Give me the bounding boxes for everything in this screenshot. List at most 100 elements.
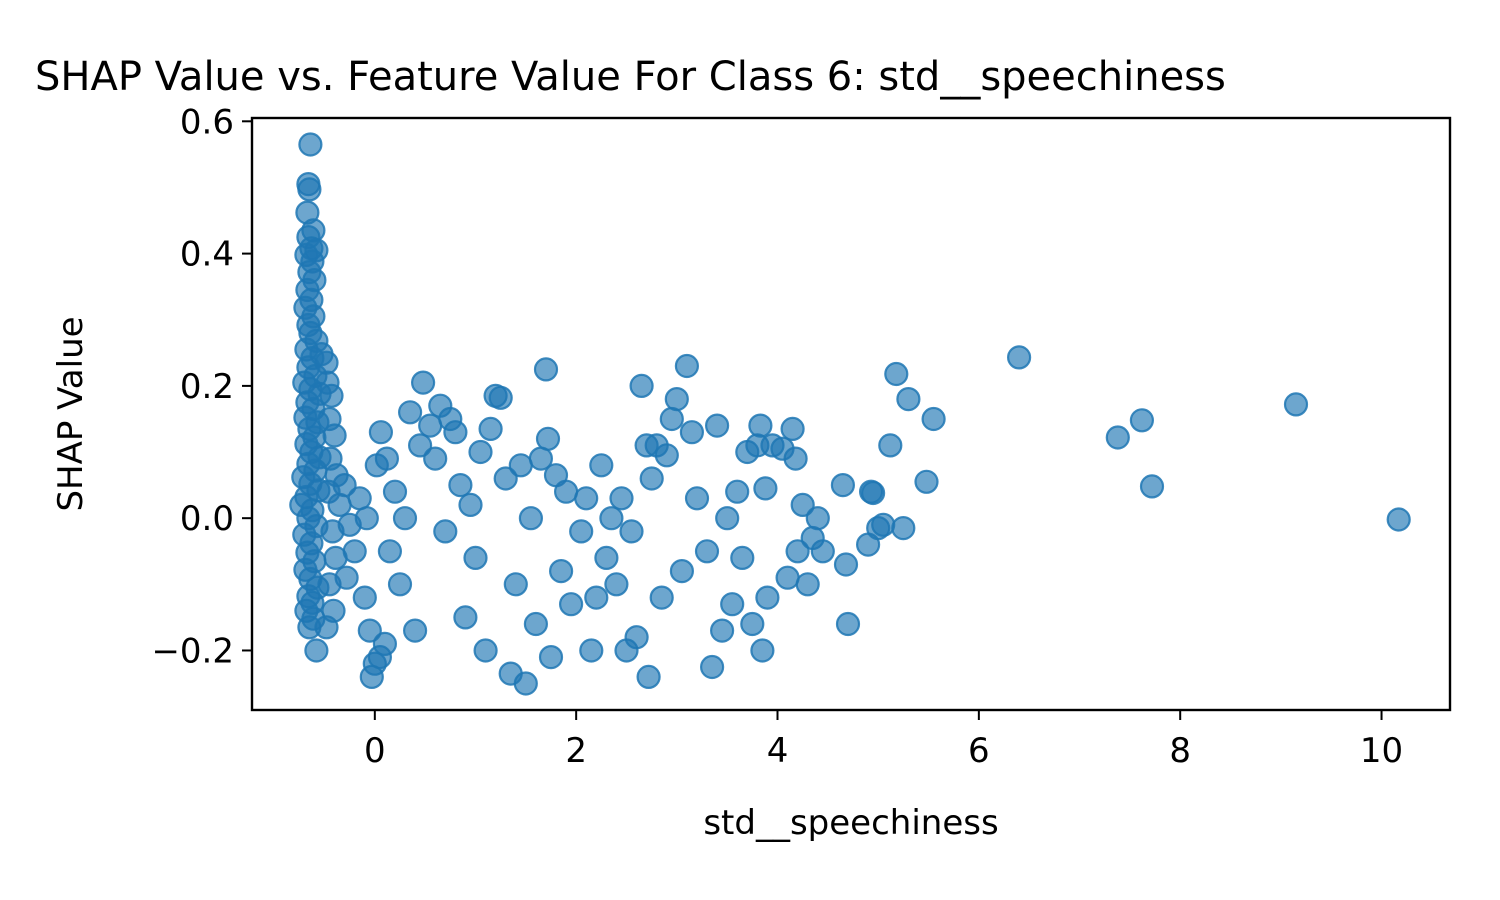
data-point <box>403 618 428 643</box>
data-point <box>725 479 750 504</box>
data-point <box>659 406 684 432</box>
data-point <box>433 519 458 544</box>
data-point <box>508 453 533 478</box>
data-point <box>298 132 323 157</box>
data-point <box>609 486 634 511</box>
data-point <box>833 552 859 577</box>
chart-title: SHAP Value vs. Feature Value For Class 6… <box>35 54 1226 100</box>
data-point <box>878 433 903 458</box>
data-point <box>463 545 488 571</box>
data-point <box>297 177 322 202</box>
data-point <box>538 644 564 670</box>
data-point <box>574 486 599 511</box>
data-point <box>423 446 448 471</box>
x-tick-label: 6 <box>968 731 990 771</box>
data-point <box>835 611 861 637</box>
data-point <box>334 565 359 590</box>
data-point <box>750 638 775 663</box>
data-point <box>488 385 513 410</box>
data-point <box>704 413 730 438</box>
data-point <box>679 420 705 445</box>
data-point <box>871 512 896 537</box>
data-point <box>352 585 377 610</box>
data-point <box>649 585 674 610</box>
data-point <box>720 592 745 617</box>
data-point <box>594 545 619 571</box>
data-point <box>518 506 544 531</box>
data-point <box>699 654 725 680</box>
data-point <box>830 473 856 498</box>
data-point <box>604 572 629 597</box>
y-tick-label: 0.4 <box>180 235 234 275</box>
data-point <box>599 506 624 531</box>
data-point <box>619 519 644 544</box>
data-point <box>453 605 478 630</box>
data-point <box>327 492 352 517</box>
data-point <box>730 545 755 571</box>
data-point <box>584 585 609 610</box>
data-point <box>354 506 379 531</box>
data-point <box>359 664 384 690</box>
data-point <box>795 572 820 597</box>
data-point <box>715 506 740 531</box>
data-point <box>513 671 538 696</box>
data-point <box>314 615 339 640</box>
data-point <box>914 469 939 494</box>
y-tick-label: 0.2 <box>180 367 234 407</box>
data-point <box>684 486 710 511</box>
data-point <box>458 492 483 517</box>
data-point <box>674 353 700 379</box>
data-point <box>372 631 397 657</box>
y-axis-label: SHAP Value <box>51 316 91 511</box>
x-tick-label: 4 <box>767 731 789 771</box>
data-point <box>783 446 808 471</box>
data-point <box>589 453 614 478</box>
data-point <box>636 664 661 690</box>
plot-frame <box>250 116 1452 712</box>
y-axis-ticks: −0.2 0.0 0.2 0.4 0.6 <box>151 102 252 671</box>
data-point <box>629 373 654 398</box>
data-point <box>332 473 357 498</box>
data-point <box>624 625 649 650</box>
data-point <box>753 476 778 501</box>
data-point <box>669 558 695 584</box>
data-point <box>322 423 347 448</box>
data-point <box>860 480 886 506</box>
data-point <box>891 515 916 541</box>
y-tick-label: −0.2 <box>151 631 234 671</box>
data-point <box>639 466 664 491</box>
data-point <box>347 486 372 511</box>
data-point <box>468 439 493 465</box>
data-point <box>387 572 413 597</box>
x-tick-label: 8 <box>1169 731 1191 771</box>
x-axis-ticks: 0 2 4 6 8 10 <box>364 710 1403 771</box>
x-tick-label: 2 <box>565 731 587 771</box>
data-point <box>503 572 528 597</box>
data-point <box>569 519 594 544</box>
data-point <box>1105 425 1130 450</box>
data-point <box>357 618 382 643</box>
data-point <box>548 558 574 584</box>
data-point <box>740 611 765 637</box>
data-point <box>493 466 518 491</box>
data-point <box>694 539 720 564</box>
data-point <box>319 383 344 408</box>
data-point <box>709 618 735 643</box>
data-point <box>553 479 579 504</box>
x-tick-label: 0 <box>364 731 386 771</box>
data-point <box>1283 392 1309 417</box>
data-point <box>810 539 835 564</box>
data-point <box>664 387 689 412</box>
data-point <box>382 479 408 504</box>
data-point <box>535 426 561 451</box>
data-point <box>790 492 815 517</box>
data-point <box>478 416 503 441</box>
x-tick-label: 10 <box>1360 731 1403 771</box>
data-point <box>398 400 423 425</box>
data-point <box>418 413 443 438</box>
data-point <box>473 638 498 663</box>
data-point <box>748 413 773 438</box>
data-point <box>654 443 679 468</box>
